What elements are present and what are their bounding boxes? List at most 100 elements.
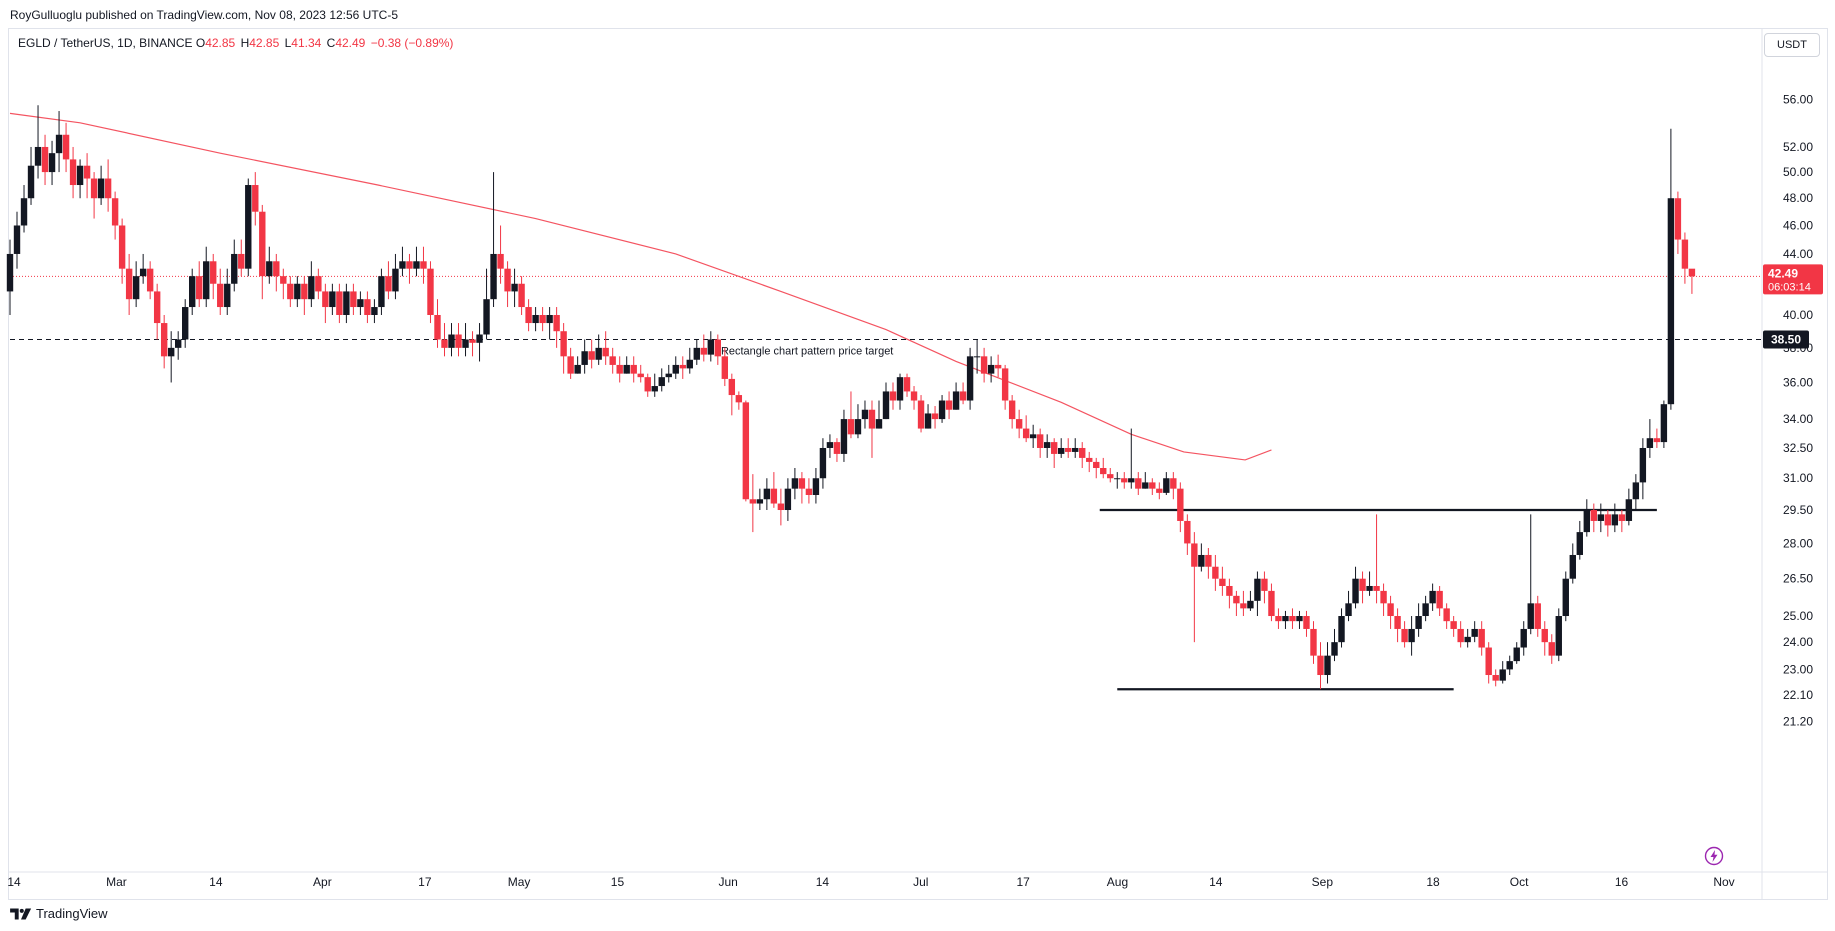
x-tick-label: Aug [1107,875,1128,889]
currency-button[interactable]: USDT [1764,33,1820,57]
candle-body [1548,642,1555,656]
candle-body [62,134,70,160]
tradingview-logo-icon [10,908,32,919]
y-tick-label: 29.50 [1783,503,1813,517]
candle-body [308,276,315,300]
candle-body [1625,499,1633,521]
y-tick-label: 46.00 [1783,218,1813,232]
candle-body [1058,447,1065,454]
candle-body [987,364,995,374]
candle-body [1422,603,1429,617]
candle-body [973,356,981,358]
candle-body [1086,457,1093,462]
candle-body [329,291,336,308]
y-tick-label: 25.00 [1783,609,1813,623]
candle-body [497,253,504,269]
candle-body [875,419,883,429]
y-tick-label: 32.50 [1783,441,1813,455]
candle-body [441,339,448,348]
target-price-badge [1763,330,1809,349]
candle-body [1282,616,1289,622]
y-tick-label: 52.00 [1783,140,1813,154]
candle-body [1100,467,1107,475]
y-tick-label: 23.00 [1783,662,1813,676]
candle-body [784,488,792,511]
candle-body [1170,478,1177,489]
candle-body [483,299,490,335]
x-tick-label: 14 [7,875,21,889]
candle-body [167,347,175,357]
candle-body [1198,554,1205,567]
candle-body [1233,595,1240,604]
candle-body [1296,616,1303,622]
x-tick-label: 14 [816,875,830,889]
candle-body [1611,514,1619,526]
candle-body [903,377,911,392]
candle-body [41,146,49,173]
candle-body [805,488,813,495]
candle-body [118,225,126,269]
x-tick-label: Oct [1510,875,1529,889]
candle-body [1114,478,1121,480]
candle-body [301,283,308,300]
candle-body [97,178,105,199]
change-value: −0.38 (−0.89%) [370,36,454,50]
candle-body [1534,603,1541,629]
ohlc-values: O42.85 H42.85 L41.34 C42.49 [196,36,367,50]
candle-body [595,347,602,360]
candle-body [231,253,238,284]
candle-body [763,488,771,500]
candle-body [252,185,259,212]
candle-body [427,268,434,315]
candle-body [399,261,406,269]
candle-body [735,395,743,403]
candle-body [539,314,546,324]
candle-body [1212,566,1219,579]
candle-body [146,268,154,292]
candle-body [868,409,876,429]
candle-body [560,331,567,357]
candle-body [1345,603,1352,617]
candle-body [182,307,189,340]
candle-body [1359,578,1366,591]
ohlc-value: 42.85 [205,36,236,50]
candle-body [196,276,203,300]
symbol-title[interactable]: EGLD / TetherUS, 1D, BINANCE [18,36,193,50]
candle-body [686,359,693,369]
footer-brand[interactable]: TradingView [10,906,108,921]
candle-body [266,261,273,277]
candle-body [476,334,483,343]
candle-body [469,339,476,343]
candle-body [210,261,217,284]
candle-body [1240,603,1247,609]
candle-body [1639,447,1647,483]
ohlc-key: C [323,36,336,50]
candle-body [1555,616,1562,656]
candle-body [1597,514,1605,521]
candle-body [567,356,574,374]
target-annotation: Rectangle chart pattern price target [721,345,893,357]
candle-body [1254,578,1261,601]
y-tick-label: 56.00 [1783,93,1813,107]
candle-body [378,276,385,308]
candle-body [931,413,939,420]
candle-body [889,391,897,401]
candle-body [406,261,413,269]
candle-body [938,400,946,420]
candle-body [777,503,785,511]
candle-body [798,478,806,489]
y-tick-label: 24.00 [1783,635,1813,649]
candle-body [238,253,245,269]
x-tick-label: 18 [1426,875,1440,889]
candle-body [69,159,77,186]
moving-average-line [9,112,1272,461]
candle-body [1001,368,1009,401]
candle-body [1261,578,1268,591]
lightning-icon[interactable] [1704,846,1724,866]
candle-body [651,386,658,392]
candle-body [343,291,350,315]
candle-body [1366,585,1373,591]
candle-body [896,377,904,401]
candle-body [1576,532,1583,555]
